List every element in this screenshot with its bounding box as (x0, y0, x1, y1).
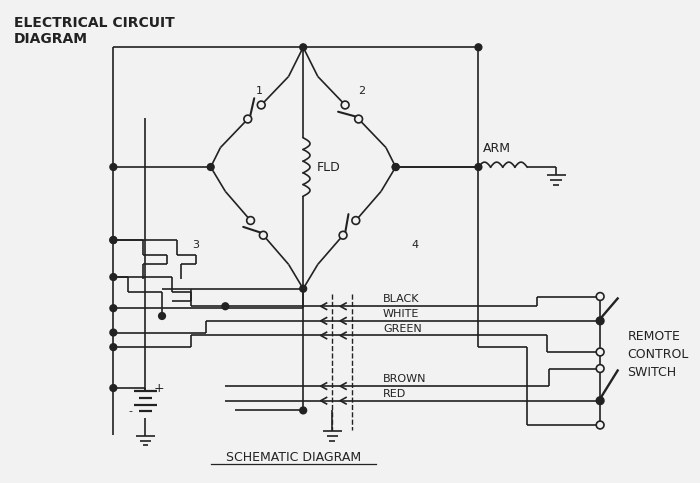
Circle shape (596, 421, 604, 429)
Circle shape (300, 285, 307, 292)
Circle shape (352, 216, 360, 225)
Circle shape (159, 313, 165, 319)
Circle shape (260, 231, 267, 239)
Circle shape (475, 164, 482, 170)
Text: RED: RED (383, 389, 406, 399)
Circle shape (475, 44, 482, 51)
Text: SCHEMATIC DIAGRAM: SCHEMATIC DIAGRAM (226, 451, 361, 464)
Text: ARM: ARM (483, 142, 511, 156)
Circle shape (110, 237, 117, 243)
Circle shape (110, 344, 117, 351)
Circle shape (596, 317, 604, 325)
Text: BROWN: BROWN (383, 374, 426, 384)
Circle shape (596, 397, 604, 405)
Circle shape (110, 274, 117, 281)
Circle shape (596, 293, 604, 300)
Text: 1: 1 (256, 86, 263, 96)
Text: BLACK: BLACK (383, 294, 419, 304)
Circle shape (392, 164, 399, 170)
Circle shape (300, 44, 307, 51)
Text: WHITE: WHITE (383, 309, 419, 319)
Circle shape (110, 237, 117, 243)
Circle shape (596, 348, 604, 356)
Circle shape (355, 115, 363, 123)
Circle shape (392, 164, 399, 170)
Circle shape (596, 365, 604, 372)
Circle shape (246, 216, 255, 225)
Text: GREEN: GREEN (383, 324, 422, 333)
Circle shape (110, 384, 117, 391)
Text: 2: 2 (358, 86, 365, 96)
Text: -: - (129, 406, 133, 416)
Circle shape (300, 407, 307, 414)
Circle shape (244, 115, 252, 123)
Circle shape (110, 164, 117, 170)
Text: FLD: FLD (317, 160, 341, 173)
Text: ELECTRICAL CIRCUIT
DIAGRAM: ELECTRICAL CIRCUIT DIAGRAM (14, 16, 175, 46)
Text: 4: 4 (412, 240, 419, 250)
Circle shape (110, 305, 117, 312)
Text: +: + (154, 383, 164, 396)
Circle shape (207, 164, 214, 170)
Circle shape (341, 101, 349, 109)
Circle shape (222, 303, 229, 310)
Circle shape (340, 231, 347, 239)
Circle shape (110, 329, 117, 336)
Text: REMOTE
CONTROL
SWITCH: REMOTE CONTROL SWITCH (627, 330, 689, 380)
Text: 3: 3 (193, 240, 200, 250)
Circle shape (258, 101, 265, 109)
